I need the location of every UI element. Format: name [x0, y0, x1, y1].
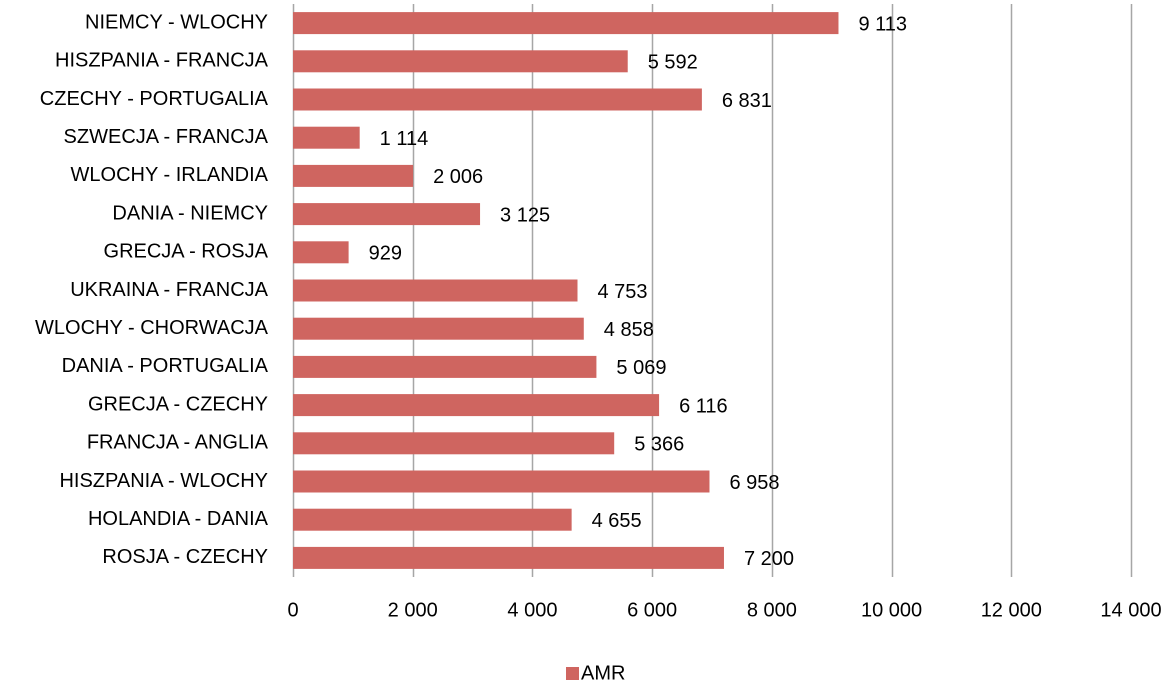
- x-tick-label-5: 10 000: [861, 599, 922, 621]
- data-label-14: 7 200: [744, 548, 794, 570]
- data-label-13: 4 655: [592, 510, 642, 532]
- category-label-4: WLOCHY - IRLANDIA: [71, 164, 269, 186]
- data-label-2: 6 831: [722, 90, 772, 112]
- category-label-14: ROSJA - CZECHY: [102, 546, 268, 568]
- x-axis-tick-labels: 0 2 000 4 000 6 000 8 000 10 000 12 000 14 000: [287, 599, 1161, 621]
- x-tick-label-0: 0: [287, 599, 298, 621]
- bars: [293, 12, 839, 569]
- bar-0: [293, 12, 839, 35]
- category-label-5: DANIA - NIEMCY: [112, 202, 268, 224]
- data-label-11: 5 366: [634, 434, 684, 456]
- bar-4: [293, 164, 414, 187]
- x-tick-label-4: 8 000: [747, 599, 797, 621]
- category-label-9: DANIA - PORTUGALIA: [62, 355, 269, 377]
- data-label-9: 5 069: [616, 357, 666, 379]
- x-tick-label-7: 14 000: [1100, 599, 1161, 621]
- category-label-1: HISZPANIA - FRANCJA: [55, 50, 269, 72]
- bar-10: [293, 394, 660, 417]
- category-label-2: CZECHY - PORTUGALIA: [40, 88, 269, 110]
- data-label-5: 3 125: [500, 204, 550, 226]
- data-label-4: 2 006: [433, 166, 483, 188]
- bar-2: [293, 88, 702, 111]
- x-tick-label-1: 2 000: [388, 599, 438, 621]
- bar-14: [293, 546, 724, 569]
- bar-13: [293, 508, 572, 531]
- data-label-6: 929: [369, 243, 402, 265]
- legend: AMR: [566, 662, 625, 684]
- category-label-0: NIEMCY - WLOCHY: [85, 11, 268, 33]
- category-label-10: GRECJA - CZECHY: [88, 393, 268, 415]
- x-tick-label-6: 12 000: [981, 599, 1042, 621]
- category-label-11: FRANCJA - ANGLIA: [87, 432, 269, 454]
- data-label-8: 4 858: [604, 319, 654, 341]
- data-label-1: 5 592: [648, 52, 698, 74]
- bar-8: [293, 317, 584, 340]
- bar-11: [293, 432, 615, 455]
- x-tick-label-2: 4 000: [507, 599, 557, 621]
- x-tick-label-3: 6 000: [627, 599, 677, 621]
- legend-swatch-amr: [566, 667, 579, 680]
- bar-3: [293, 126, 360, 149]
- category-label-8: WLOCHY - CHORWACJA: [35, 317, 269, 339]
- legend-label-amr: AMR: [581, 662, 625, 684]
- data-label-7: 4 753: [598, 281, 648, 303]
- bar-12: [293, 470, 710, 493]
- data-label-3: 1 114: [380, 128, 429, 150]
- bar-6: [293, 241, 349, 264]
- bar-9: [293, 355, 597, 378]
- category-labels: NIEMCY - WLOCHY HISZPANIA - FRANCJA CZECHY…: [35, 11, 269, 568]
- bar-5: [293, 203, 481, 226]
- data-label-12: 6 958: [729, 472, 779, 494]
- data-label-10: 6 116: [679, 395, 728, 417]
- category-label-6: GRECJA - ROSJA: [104, 241, 269, 263]
- bar-7: [293, 279, 578, 302]
- category-label-13: HOLANDIA - DANIA: [88, 508, 269, 530]
- category-label-7: UKRAINA - FRANCJA: [70, 279, 268, 301]
- category-label-12: HISZPANIA - WLOCHY: [59, 470, 268, 492]
- bar-1: [293, 50, 628, 73]
- category-label-3: SZWECJA - FRANCJA: [64, 126, 269, 148]
- data-label-0: 9 113: [858, 13, 907, 35]
